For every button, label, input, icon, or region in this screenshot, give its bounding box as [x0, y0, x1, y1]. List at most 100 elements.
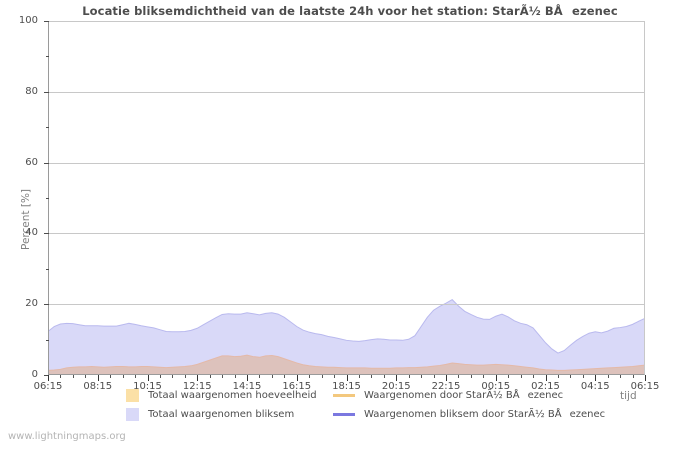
- gridline: [48, 162, 645, 164]
- legend: Totaal waargenomen hoeveelheid Totaal wa…: [0, 388, 700, 424]
- line-total-lightning: [48, 298, 645, 354]
- x-axis-label: 20:15: [381, 381, 411, 392]
- x-axis-label: 10:15: [133, 381, 162, 392]
- x-axis-minor-tick: [521, 375, 522, 378]
- y-axis-minor-tick: [46, 198, 49, 199]
- area-total-amount: [48, 355, 645, 375]
- y-axis-label: 40: [25, 227, 38, 239]
- x-axis-minor-tick: [185, 375, 186, 378]
- x-axis-minor-tick: [533, 375, 534, 378]
- legend-item-station-lightning[interactable]: Waargenomen bliksem door StarÃ½ BÅezene…: [333, 407, 605, 421]
- x-axis-tick: [546, 375, 547, 381]
- x-axis-tick: [645, 375, 646, 381]
- x-axis-minor-tick: [583, 375, 584, 378]
- legend-line-station-amount: [333, 393, 355, 397]
- x-axis-minor-tick: [123, 375, 124, 378]
- legend-item-total-amount[interactable]: Totaal waargenomen hoeveelheid: [126, 388, 317, 402]
- x-axis-label: 22:15: [431, 381, 461, 392]
- x-axis-minor-tick: [608, 375, 609, 378]
- x-axis-tick: [98, 375, 99, 381]
- x-axis-tick: [595, 375, 596, 381]
- legend-label-total-lightning: Totaal waargenomen bliksem: [148, 408, 295, 420]
- x-axis-minor-tick: [272, 375, 273, 378]
- legend-label-station-amount: Waargenomen door StarÃ½ BÅezenec: [364, 389, 564, 401]
- x-axis-minor-tick: [60, 375, 61, 378]
- x-axis-minor-tick: [558, 375, 559, 378]
- x-axis-label: 06:15: [630, 381, 660, 392]
- x-axis-minor-tick: [135, 375, 136, 378]
- series-canvas: [48, 298, 645, 375]
- x-axis-label: 14:15: [232, 381, 262, 392]
- x-axis-minor-tick: [434, 375, 435, 378]
- x-axis-minor-tick: [110, 375, 111, 378]
- legend-swatch-total-lightning: [126, 407, 139, 421]
- area-total-lightning: [48, 299, 645, 375]
- x-axis-minor-tick: [85, 375, 86, 378]
- y-axis-title: Percent [%]: [20, 188, 32, 250]
- legend-item-total-lightning[interactable]: Totaal waargenomen bliksem: [126, 407, 294, 421]
- x-axis-tick: [148, 375, 149, 381]
- y-axis-label: 80: [25, 85, 38, 97]
- x-axis-label: 08:15: [83, 381, 113, 392]
- x-axis-tick: [197, 375, 198, 381]
- gridline: [48, 233, 645, 235]
- x-axis-label: 04:15: [580, 381, 610, 392]
- x-axis-minor-tick: [334, 375, 335, 378]
- gridline: [48, 304, 645, 306]
- plot-area: [48, 21, 645, 375]
- x-axis-tick: [347, 375, 348, 381]
- y-axis-label: 0: [31, 369, 38, 380]
- legend-label-total-amount: Totaal waargenomen hoeveelheid: [148, 389, 317, 401]
- legend-item-station-amount[interactable]: Waargenomen door StarÃ½ BÅezenec: [333, 388, 563, 402]
- y-axis-label: 100: [18, 15, 38, 26]
- x-axis-minor-tick: [284, 375, 285, 378]
- x-axis-label: 16:15: [282, 381, 312, 392]
- y-axis-tick: [44, 91, 49, 93]
- x-axis-label: 02:15: [531, 381, 560, 392]
- y-axis-label: 60: [25, 156, 38, 168]
- x-axis-minor-tick: [210, 375, 211, 378]
- x-axis-tick: [496, 375, 497, 381]
- legend-label-station-lightning: Waargenomen bliksem door StarÃ½ BÅezene…: [364, 408, 606, 420]
- x-axis-label: 00:15: [481, 381, 511, 392]
- chart-title: Locatie bliksemdichtheid van de laatste …: [82, 4, 618, 18]
- x-axis-minor-tick: [508, 375, 509, 378]
- x-axis-minor-tick: [483, 375, 484, 378]
- x-axis-minor-tick: [458, 375, 459, 378]
- y-axis-minor-tick: [46, 268, 49, 270]
- x-axis-minor-tick: [471, 375, 472, 378]
- x-axis-minor-tick: [384, 375, 385, 378]
- x-axis-tick: [247, 375, 248, 381]
- y-axis-minor-tick: [46, 127, 49, 129]
- y-axis-tick: [44, 162, 49, 164]
- x-axis-minor-tick: [259, 375, 260, 378]
- x-axis-minor-tick: [322, 375, 323, 378]
- legend-line-station-lightning: [333, 412, 355, 416]
- x-axis-minor-tick: [235, 375, 236, 378]
- x-axis-minor-tick: [359, 375, 360, 378]
- y-axis-label: 20: [25, 298, 38, 310]
- y-axis-tick: [44, 375, 49, 376]
- y-axis-tick: [44, 21, 49, 22]
- x-axis-minor-tick: [309, 375, 310, 378]
- x-axis-tick: [446, 375, 447, 381]
- x-axis-minor-tick: [570, 375, 571, 378]
- y-axis-minor-tick: [46, 56, 49, 58]
- watermark: www.lightningmaps.org: [8, 431, 126, 442]
- x-axis-label: 06:15: [33, 381, 63, 392]
- x-axis-title: tijd: [620, 390, 637, 402]
- x-axis-tick: [48, 375, 49, 381]
- x-axis-minor-tick: [172, 375, 173, 378]
- x-axis-minor-tick: [222, 375, 223, 378]
- x-axis-tick: [297, 375, 298, 381]
- x-axis-label: 18:15: [332, 381, 361, 392]
- x-axis-tick: [396, 375, 397, 381]
- x-axis-minor-tick: [620, 375, 621, 378]
- y-axis-minor-tick: [46, 339, 49, 341]
- x-axis-minor-tick: [160, 375, 161, 378]
- x-axis-minor-tick: [409, 375, 410, 378]
- x-axis-minor-tick: [421, 375, 422, 378]
- y-axis-tick: [44, 304, 49, 306]
- legend-swatch-total-amount: [126, 388, 139, 402]
